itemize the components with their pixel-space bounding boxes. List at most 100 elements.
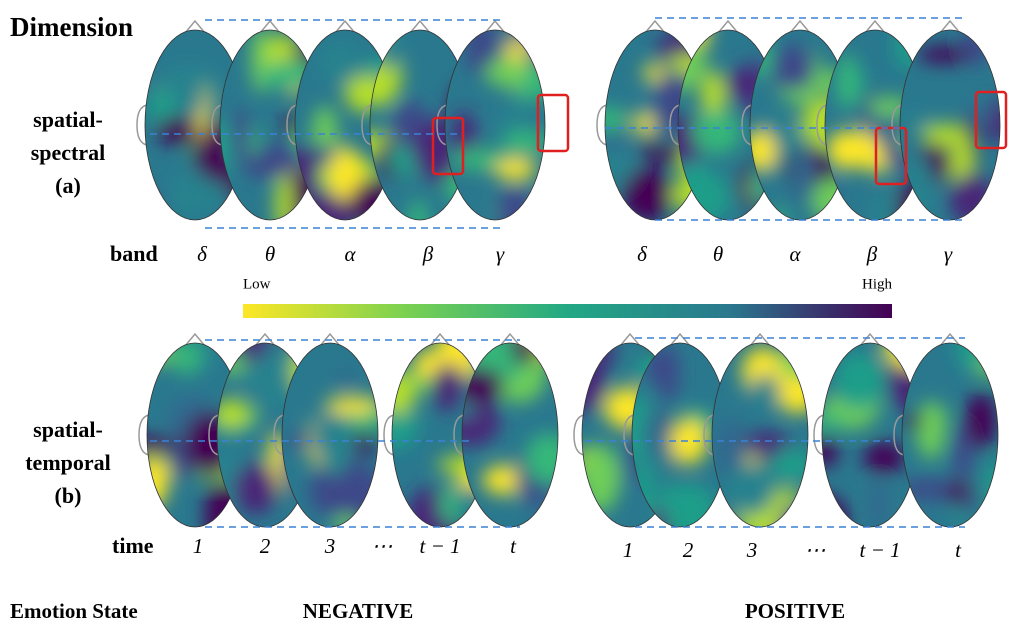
tick-label: γ [496,242,505,266]
blob [275,174,292,237]
blob [325,397,379,414]
tick-label: δ [637,242,648,266]
blob [779,343,830,379]
tick-label: 1 [623,538,634,562]
blob [917,46,970,63]
blob [836,54,858,110]
row-label: spatial- [33,417,103,442]
blobs [894,28,1010,225]
blob [826,130,867,169]
tick-label: θ [265,242,275,266]
blob [589,149,633,187]
blob [136,456,168,508]
blob [525,433,572,484]
blob [956,316,987,371]
blob [644,407,669,462]
blob [431,364,464,412]
blob [812,438,838,467]
tick-label: θ [713,242,723,266]
axis-label: time [112,533,154,558]
blob [671,419,707,464]
blob [240,368,257,392]
colorbar [243,304,892,318]
axis-label: band [110,241,158,266]
blob [969,103,994,122]
blob [234,463,278,514]
blob [644,64,662,82]
blob [869,191,922,242]
tick-label: α [789,242,801,266]
blob [136,343,175,365]
tick-label: ⋯ [805,538,826,562]
blob [585,344,618,363]
blob [232,109,250,165]
tick-label: t [955,538,962,562]
tick-label: t [510,534,517,558]
head-fill [894,28,1010,225]
positive-label: POSITIVE [745,599,845,623]
blob [349,474,401,539]
head-map [894,316,1010,547]
blob [743,432,790,453]
row-label: spectral [31,140,106,165]
row-label: spatial- [33,107,103,132]
blob [494,159,536,180]
blob [949,173,994,224]
title: Dimension [10,12,133,42]
tick-label: β [866,242,878,266]
row-label: (a) [55,173,81,198]
head-map [892,21,1010,225]
tick-label: γ [944,242,953,266]
blob [317,40,362,83]
blob [581,444,620,512]
blob [834,353,885,409]
blob [157,117,200,145]
tick-label: 3 [324,534,336,558]
blob [486,58,528,87]
blob [805,414,847,430]
blob [923,404,946,430]
figure: Dimension spatial- spectral (a) band Low… [0,0,1010,628]
blob [922,124,967,145]
blob [122,436,179,453]
blob [966,393,996,449]
negative-label: NEGATIVE [303,599,413,623]
colorbar-high: High [862,276,893,292]
head-fill [900,316,1010,547]
blob [169,169,213,218]
blob [750,374,780,409]
blob [692,111,741,154]
blob [566,358,604,413]
blob [131,191,160,218]
blob [526,12,548,49]
blob [984,499,1005,547]
blob [311,413,353,462]
tick-label: 1 [193,534,204,558]
head-fill [712,343,830,548]
row-label: temporal [25,450,111,475]
blob [496,188,536,235]
blob [771,449,814,482]
blob [863,442,905,473]
tick-label: t − 1 [419,534,460,558]
tick-label: δ [197,242,208,266]
tick-label: 2 [683,538,694,562]
blob [659,363,680,402]
tick-label: ⋯ [372,534,393,558]
blob [870,478,887,533]
tick-label: t − 1 [859,538,900,562]
blob [665,484,718,546]
tick-label: β [422,242,434,266]
blob [172,340,201,375]
blob [339,371,355,389]
blob [947,481,972,503]
blob [633,114,654,133]
blob [791,148,815,206]
colorbar-low: Low [243,276,271,292]
tick-label: 3 [746,538,758,562]
row-label: (b) [55,483,82,508]
tick-label: α [344,242,356,266]
blob [724,463,775,515]
blob [334,515,359,531]
tick-label: 2 [260,534,271,558]
